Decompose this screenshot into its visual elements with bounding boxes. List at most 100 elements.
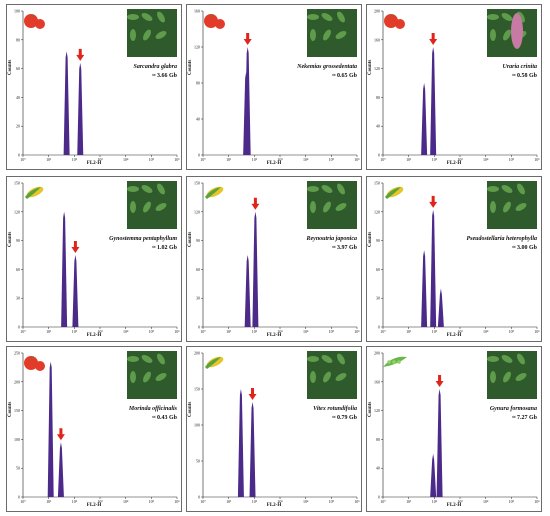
x-tick-label: 10⁴ <box>483 499 489 504</box>
x-tick-label: 10⁵ <box>149 329 155 334</box>
y-tick-label: 80 <box>376 437 380 442</box>
histogram-peak <box>430 453 437 497</box>
x-tick-label: 10⁰ <box>200 499 206 504</box>
sample-peak-arrow-icon <box>71 241 80 253</box>
y-tick-label: 60 <box>16 267 20 272</box>
genome-size: ≈ 3.00 Gb <box>512 245 537 251</box>
x-tick-label: 10¹ <box>226 157 232 162</box>
y-tick-label: 0 <box>198 325 200 330</box>
species-name: Morinda officinalis <box>128 406 177 412</box>
genome-size: ≈ 1.02 Gb <box>152 245 177 251</box>
histogram-panel: 0 40 80 120 160 200 10⁰ 10¹ 10² 10³ 10⁴ 10⁵ 10⁶ Gynur… <box>366 346 542 512</box>
histogram-plot: 0 40 80 120 160 200 10⁰ 10¹ 10² 10³ 10⁴ 10⁵ 10⁶ <box>374 9 540 163</box>
y-tick-label: 150 <box>194 181 200 186</box>
sample-peak-arrow-icon <box>56 428 65 441</box>
y-axis-title: Counts <box>368 401 373 417</box>
species-name: Sarcandra glabra <box>133 64 177 70</box>
histogram-peak <box>244 255 251 327</box>
x-tick-label: 10² <box>252 157 258 162</box>
y-tick-label: 120 <box>14 209 20 214</box>
x-tick-label: 10¹ <box>406 499 412 504</box>
y-tick-label: 40 <box>376 466 380 471</box>
x-tick-label: 10⁰ <box>380 157 386 162</box>
y-tick-label: 250 <box>14 351 20 356</box>
x-tick-label: 10⁰ <box>20 157 26 162</box>
genome-size: ≈ 0.79 Gb <box>332 415 357 421</box>
y-tick-label: 120 <box>374 408 380 413</box>
species-caption: Pseudostellaria heterophylla ≈ 3.00 Gb <box>467 235 538 253</box>
x-tick-label: 10³ <box>97 329 103 334</box>
y-tick-label: 0 <box>198 495 200 500</box>
sample-peak-arrow-icon <box>243 33 252 45</box>
x-tick-label: 10⁶ <box>534 329 540 334</box>
x-tick-label: 10⁶ <box>534 499 540 504</box>
genome-size: ≈ 7.27 Gb <box>512 415 537 421</box>
x-tick-label: 10⁴ <box>483 157 489 162</box>
x-tick-label: 10⁶ <box>354 157 360 162</box>
tomato-icon <box>204 14 225 29</box>
histogram-peak <box>57 442 64 497</box>
y-axis-title: Counts <box>8 231 13 247</box>
y-tick-label: 160 <box>374 37 380 42</box>
y-tick-label: 50 <box>16 466 20 471</box>
maize-icon <box>205 356 224 369</box>
tomato-icon <box>384 14 405 29</box>
x-axis-title: FL2-H <box>86 503 102 508</box>
species-caption: Sarcandra glabra ≈ 3.66 Gb <box>133 63 177 81</box>
x-tick-label: 10⁰ <box>20 499 26 504</box>
histogram-peak <box>437 288 444 327</box>
x-tick-label: 10² <box>432 499 438 504</box>
maize-icon <box>385 186 404 199</box>
y-tick-label: 30 <box>16 296 20 301</box>
y-tick-label: 30 <box>196 296 200 301</box>
y-tick-label: 100 <box>194 423 200 428</box>
x-tick-label: 10¹ <box>226 329 232 334</box>
histogram-peak <box>436 389 443 497</box>
leafy-plant-photo-icon <box>307 351 357 399</box>
y-tick-label: 90 <box>376 238 380 243</box>
x-tick-label: 10³ <box>97 157 103 162</box>
x-tick-label: 10³ <box>277 329 283 334</box>
x-tick-label: 10⁴ <box>303 499 309 504</box>
genome-size: ≈ 0.65 Gb <box>332 73 357 79</box>
histogram-peak <box>430 209 437 327</box>
x-tick-label: 10⁵ <box>509 329 515 334</box>
genome-size: ≈ 3.66 Gb <box>152 73 177 79</box>
leafy-plant-photo-icon <box>307 9 357 57</box>
x-tick-label: 10⁴ <box>303 329 309 334</box>
x-tick-label: 10² <box>432 157 438 162</box>
histogram-peak <box>72 255 79 327</box>
y-axis-title: Counts <box>188 59 193 75</box>
x-tick-label: 10⁰ <box>200 329 206 334</box>
histogram-plot: 0 20 40 60 80 100 10⁰ 10¹ 10² 10³ 10⁴ 10⁵ 10⁶ <box>14 9 180 163</box>
x-tick-label: 10⁰ <box>20 329 26 334</box>
x-tick-label: 10⁶ <box>174 157 180 162</box>
x-axis-title: FL2-H <box>446 503 462 508</box>
y-tick-label: 0 <box>198 153 200 158</box>
x-axis-title: FL2-H <box>86 333 102 338</box>
histogram-panel: 0 30 60 90 120 150 10⁰ 10¹ 10² 10³ 10⁴ 10⁵ 10⁶ Reynou… <box>186 176 362 342</box>
species-name: Gynostemma pentaphyllum <box>109 236 177 242</box>
x-tick-label: 10⁵ <box>149 499 155 504</box>
tomato-icon <box>24 356 45 371</box>
flower-spike-photo-icon <box>487 9 537 57</box>
y-axis-title: Counts <box>188 231 193 247</box>
sample-peak-arrow-icon <box>429 33 438 45</box>
x-tick-label: 10¹ <box>226 499 232 504</box>
histogram-peak <box>430 47 437 155</box>
y-tick-label: 90 <box>196 238 200 243</box>
y-tick-label: 160 <box>194 9 200 14</box>
x-tick-label: 10⁴ <box>123 329 129 334</box>
y-axis-title: Counts <box>8 401 13 417</box>
x-tick-label: 10⁵ <box>149 157 155 162</box>
y-tick-label: 40 <box>196 117 200 122</box>
histogram-plot: 0 50 100 150 200 10⁰ 10¹ 10² 10³ 10⁴ 10⁵ 10⁶ <box>194 351 360 505</box>
y-tick-label: 60 <box>196 267 200 272</box>
x-axis-title: FL2-H <box>446 333 462 338</box>
species-caption: Morinda officinalis ≈ 0.43 Gb <box>129 405 177 423</box>
x-tick-label: 10² <box>72 499 78 504</box>
y-axis-title: Counts <box>368 59 373 75</box>
y-tick-label: 80 <box>376 95 380 100</box>
histogram-peak <box>63 51 70 155</box>
sample-peak-arrow-icon <box>429 195 438 208</box>
